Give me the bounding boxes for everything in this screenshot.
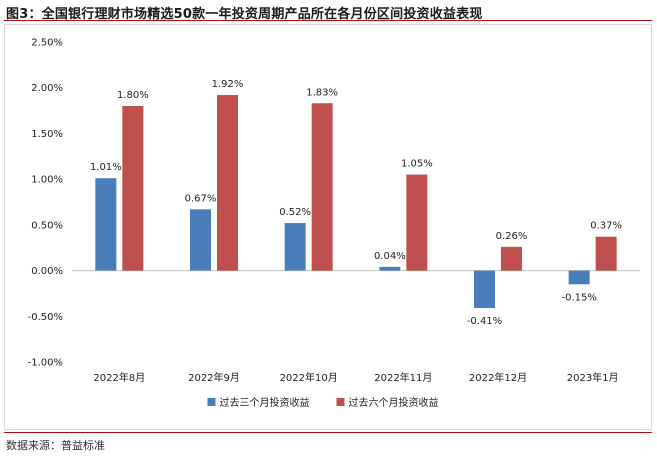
x-tick-label: 2022年8月 <box>93 371 145 384</box>
x-tick-label: 2022年10月 <box>280 371 338 384</box>
y-tick-label: 1.00% <box>31 175 63 186</box>
data-label-3month: 1.01% <box>90 162 122 173</box>
data-label-3month: 0.67% <box>185 193 217 204</box>
x-tick-label: 2023年1月 <box>567 371 619 384</box>
bar-3month <box>284 223 306 271</box>
data-label-6month: 1.83% <box>306 87 338 98</box>
bar-3month <box>95 178 117 271</box>
data-label-6month: 0.37% <box>590 221 622 232</box>
legend-label-6month: 过去六个月投资收益 <box>349 396 439 409</box>
data-label-6month: 1.80% <box>117 90 149 101</box>
bar-6month <box>501 246 522 271</box>
bar-6month <box>311 103 333 271</box>
chart-frame <box>4 24 652 430</box>
y-tick-label: 1.50% <box>31 129 63 140</box>
y-tick-label: -1.00% <box>28 358 63 369</box>
y-tick-label: 0.00% <box>31 266 63 277</box>
title-underline <box>4 20 652 21</box>
source-note: 数据来源：普益标准 <box>6 439 105 452</box>
figure-title: 图3：全国银行理财市场精选50款一年投资周期产品所在各月份区间投资收益表现 <box>6 7 483 22</box>
bar-6month <box>406 174 428 271</box>
bar-6month <box>217 95 238 271</box>
legend-swatch-3month <box>207 398 216 406</box>
label-layer: 1.01% 1.80% 0.67% 1.92% 0.52% 1.83% 0.04% 1.05%… <box>90 79 622 327</box>
data-label-3month: -0.15% <box>561 292 596 303</box>
source-rule <box>4 432 652 433</box>
y-tick-label: -0.50% <box>28 312 63 323</box>
bar-3month <box>379 266 401 271</box>
bar-6month <box>595 236 617 271</box>
data-label-6month: 1.05% <box>401 159 433 170</box>
data-label-6month: 1.92% <box>212 79 244 90</box>
x-tick-label: 2022年12月 <box>469 371 527 384</box>
data-label-3month: -0.41% <box>467 316 502 327</box>
y-tick-label: 0.50% <box>31 220 63 231</box>
bar-3month <box>474 270 495 309</box>
legend-label-3month: 过去三个月投资收益 <box>220 396 310 409</box>
x-tick-label: 2022年9月 <box>188 371 240 384</box>
data-label-6month: 0.26% <box>496 231 528 242</box>
bar-6month <box>122 106 144 271</box>
data-label-3month: 0.52% <box>279 207 311 218</box>
legend-swatch-6month <box>336 398 345 406</box>
y-tick-label: 2.00% <box>31 83 63 94</box>
x-tick-label: 2022年11月 <box>374 371 432 384</box>
bar-3month <box>190 209 211 271</box>
bar-3month <box>568 270 590 285</box>
y-tick-label: 2.50% <box>31 38 63 49</box>
legend: 过去三个月投资收益 过去六个月投资收益 <box>207 396 439 409</box>
axis-layer: -1.00% -0.50% 0.00% 0.50% 1.00% 1.50% 2.00% 2.5… <box>28 38 640 384</box>
bar-layer <box>95 95 617 309</box>
data-label-3month: 0.04% <box>374 251 406 262</box>
